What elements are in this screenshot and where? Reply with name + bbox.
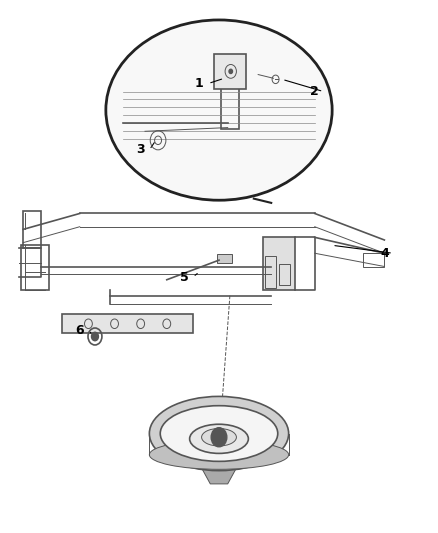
Text: 4: 4 <box>380 247 389 260</box>
Text: 5: 5 <box>180 271 188 284</box>
Bar <box>23 211 41 248</box>
Polygon shape <box>62 314 193 333</box>
Bar <box>214 54 247 89</box>
Text: 2: 2 <box>311 85 319 98</box>
Ellipse shape <box>190 424 248 454</box>
Circle shape <box>211 427 227 447</box>
Bar <box>279 264 290 285</box>
Ellipse shape <box>106 20 332 200</box>
Text: 3: 3 <box>136 143 145 156</box>
Circle shape <box>92 332 99 341</box>
Ellipse shape <box>160 406 278 462</box>
Bar <box>221 84 239 128</box>
Bar <box>262 237 295 290</box>
Text: 6: 6 <box>75 324 84 337</box>
Bar <box>217 254 232 263</box>
Ellipse shape <box>201 429 237 446</box>
Ellipse shape <box>149 440 289 470</box>
Text: 1: 1 <box>195 77 204 90</box>
Polygon shape <box>201 468 237 484</box>
Circle shape <box>229 69 233 74</box>
Bar <box>265 256 276 288</box>
Ellipse shape <box>149 397 289 471</box>
Bar <box>363 253 385 266</box>
Bar <box>21 245 49 290</box>
